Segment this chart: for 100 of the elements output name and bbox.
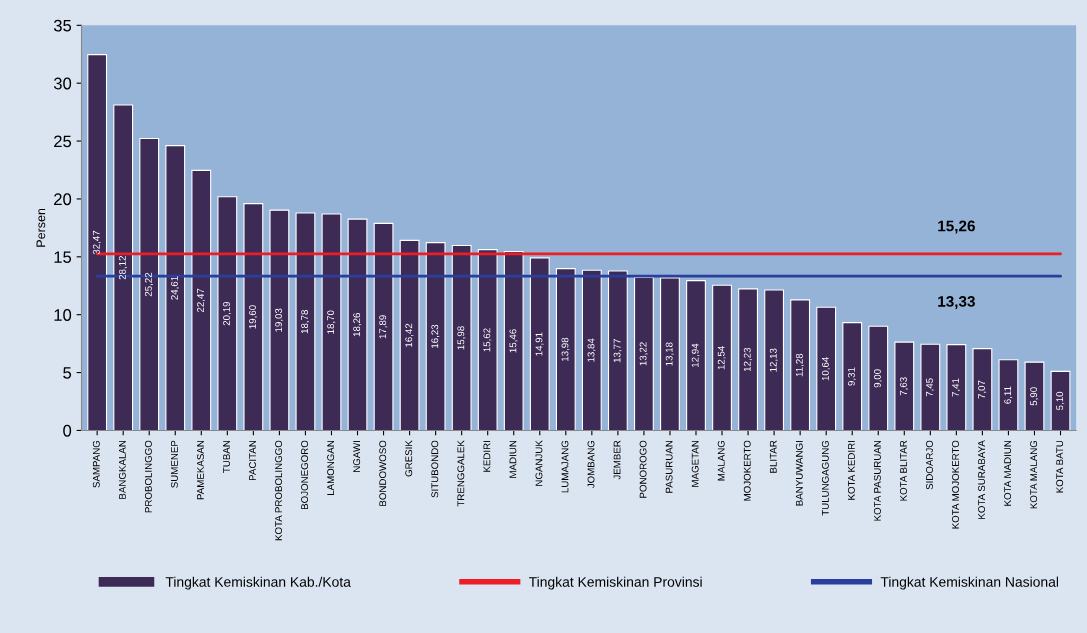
y-tick-label: 35 bbox=[53, 19, 72, 32]
x-tick-label: KOTA PASURUAN bbox=[873, 440, 881, 521]
data-label: 24,61 bbox=[170, 276, 180, 300]
x-tick-label: KOTA SURABAYA bbox=[978, 440, 986, 519]
data-label: 22,47 bbox=[197, 288, 206, 313]
data-label: 25,22 bbox=[144, 272, 153, 297]
y-tick-label: 15 bbox=[54, 251, 72, 264]
x-tick-label: JOMBANG bbox=[587, 440, 595, 489]
data-label: 13,22 bbox=[639, 342, 648, 366]
bar bbox=[113, 104, 134, 431]
x-tick-label: PROBOLINGGO bbox=[144, 440, 152, 513]
x-tick-label: MALANG bbox=[717, 440, 725, 481]
data-label: 20,19 bbox=[223, 301, 232, 326]
data-label: 18,70 bbox=[327, 310, 336, 334]
data-label: 12,13 bbox=[769, 348, 778, 372]
x-tick-label: MAGETAN bbox=[691, 440, 699, 487]
bar bbox=[477, 249, 498, 431]
data-label: 5,10 bbox=[1056, 391, 1065, 410]
x-tick-label: BANGKALAN bbox=[118, 440, 126, 499]
data-label: 17,89 bbox=[379, 315, 388, 339]
x-tick-label: KOTA MADIUN bbox=[1004, 440, 1012, 506]
data-label: 32,47 bbox=[92, 230, 101, 255]
data-label: 11,28 bbox=[795, 353, 804, 377]
data-label: 13,77 bbox=[613, 339, 622, 363]
data-label: 7,63 bbox=[900, 377, 909, 396]
bar bbox=[165, 145, 186, 431]
y-tick-label: 20 bbox=[54, 193, 72, 206]
x-tick-label: KOTA BATU bbox=[1056, 440, 1064, 493]
x-tick-label: MOJOKERTO bbox=[743, 440, 751, 501]
data-label: 12,54 bbox=[717, 345, 726, 370]
data-label: 15,62 bbox=[483, 328, 492, 352]
bar bbox=[529, 257, 550, 431]
data-label: 6,11 bbox=[1004, 386, 1013, 404]
x-tick-label: KOTA PROBOLINGGO bbox=[275, 440, 283, 541]
bar bbox=[686, 280, 706, 431]
legend-label: Tingkat Kemiskinan Nasional bbox=[880, 576, 1059, 590]
bar bbox=[868, 325, 889, 431]
x-tick-label: TUBAN bbox=[223, 440, 230, 473]
y-tick-label: 25 bbox=[54, 135, 72, 148]
bar bbox=[217, 196, 238, 431]
x-tick-label: KOTA MALANG bbox=[1030, 440, 1038, 509]
data-label: 15,46 bbox=[509, 329, 518, 353]
x-tick-label: KOTA MOJOKERTO bbox=[952, 440, 959, 529]
data-label: 14,91 bbox=[535, 332, 544, 356]
bar bbox=[660, 277, 680, 431]
data-label: 13,98 bbox=[561, 337, 570, 361]
bar bbox=[712, 284, 732, 431]
bar bbox=[1050, 370, 1071, 431]
bar bbox=[555, 268, 576, 431]
x-tick-label: BONDOWOSO bbox=[379, 440, 387, 506]
bar bbox=[738, 288, 758, 431]
x-tick-label: BLITAR bbox=[769, 440, 777, 473]
x-tick-label: JEMBER bbox=[613, 440, 621, 480]
x-tick-label: SIDOARJO bbox=[926, 440, 933, 490]
bar bbox=[894, 341, 915, 431]
data-label: 19,03 bbox=[275, 308, 284, 332]
x-tick-label: BOJONEGORO bbox=[301, 440, 309, 510]
bar bbox=[347, 218, 368, 431]
data-label: 7,45 bbox=[926, 378, 935, 397]
data-label: 7,07 bbox=[978, 380, 987, 399]
bar bbox=[503, 250, 524, 431]
bar bbox=[633, 276, 654, 431]
data-label: 7,41 bbox=[952, 378, 961, 397]
x-tick-label: NGAWI bbox=[353, 441, 361, 472]
bar bbox=[87, 54, 108, 431]
x-tick-label: TRENGGALEK bbox=[457, 440, 465, 507]
bar bbox=[451, 244, 472, 431]
x-tick-label: KOTA KEDIRI bbox=[847, 441, 855, 500]
x-tick-label: KEDIRI bbox=[483, 441, 491, 472]
legend-label: Tingkat Kemiskinan Provinsi bbox=[528, 576, 702, 590]
data-label: 9,31 bbox=[847, 367, 856, 386]
x-tick-label: TULUNGAGUNG bbox=[821, 440, 829, 516]
bar bbox=[972, 348, 993, 431]
bar bbox=[373, 222, 394, 431]
data-label: 16,42 bbox=[405, 323, 414, 347]
y-tick-label: 10 bbox=[54, 309, 72, 321]
data-label: 16,23 bbox=[431, 324, 440, 348]
data-label: 13,84 bbox=[587, 338, 596, 362]
bar bbox=[790, 299, 811, 431]
bar bbox=[269, 209, 290, 431]
bar bbox=[581, 269, 602, 431]
bar bbox=[998, 359, 1019, 431]
y-tick-label: 5 bbox=[63, 367, 72, 379]
data-label: 18,26 bbox=[353, 313, 362, 337]
x-tick-label: BANYUWANGI bbox=[795, 441, 803, 506]
data-label: 13,18 bbox=[665, 342, 674, 366]
x-tick-label: PASURUAN bbox=[665, 440, 673, 493]
x-tick-label: PONOROGO bbox=[639, 440, 647, 498]
data-label: 9,00 bbox=[873, 369, 883, 388]
legend-label: Tingkat Kemiskinan Kab./Kota bbox=[165, 576, 351, 590]
data-label: 28,12 bbox=[118, 256, 127, 280]
bar bbox=[139, 137, 160, 431]
data-label: 12,94 bbox=[691, 343, 700, 367]
x-tick-label: GRESIK bbox=[405, 440, 413, 477]
x-tick-label: PACITAN bbox=[249, 440, 256, 481]
x-tick-label: PAMEKASAN bbox=[197, 440, 204, 500]
bar bbox=[295, 212, 316, 431]
x-tick-label: SUMENEP bbox=[170, 440, 178, 488]
bar bbox=[946, 344, 967, 431]
y-axis-title: Persen bbox=[36, 208, 46, 247]
